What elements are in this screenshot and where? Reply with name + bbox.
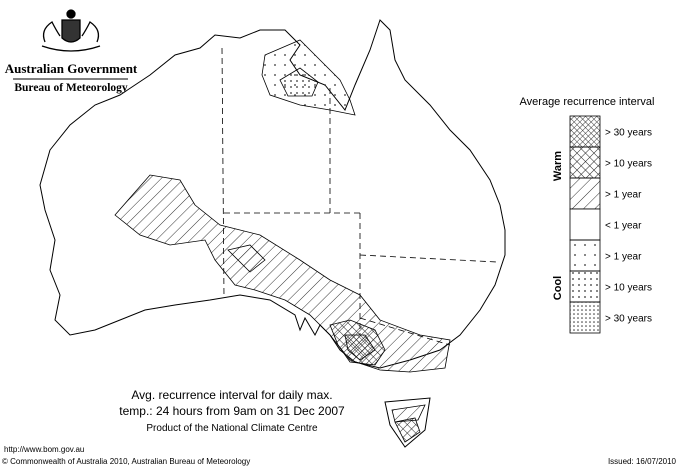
legend-title: Average recurrence interval: [520, 96, 655, 108]
caption-line: Product of the National Climate Centre: [146, 423, 318, 434]
footer-issued: Issued: 16/07/2010: [608, 457, 677, 466]
legend-label: > 1 year: [605, 190, 642, 201]
footer-url: http://www.bom.gov.au: [4, 445, 84, 454]
org-title: Australian Government: [5, 61, 138, 76]
legend-swatch: [569, 270, 601, 303]
cool-label: Cool: [552, 276, 564, 300]
legend-label: > 10 years: [605, 283, 652, 294]
warm-label: Warm: [552, 151, 564, 181]
legend-swatch: [569, 301, 601, 334]
legend-swatch: [569, 115, 601, 148]
mainland: [39, 19, 506, 369]
legend-label: > 10 years: [605, 159, 652, 170]
legend-label: > 30 years: [605, 314, 652, 325]
state-borders: [221, 47, 498, 346]
map: [39, 19, 506, 448]
warm-1yr-tas: [391, 404, 426, 423]
footer-copyright: © Commonwealth of Australia 2010, Austra…: [2, 457, 250, 466]
warm-30yr-region: [344, 334, 376, 361]
warm-1yr-region: [114, 174, 451, 373]
legend-label: > 1 year: [605, 252, 642, 263]
legend-swatch: [569, 239, 601, 272]
legend: > 30 years > 10 years > 1 year < 1 year > 1 …: [569, 115, 652, 334]
warm-1yr-local: [227, 244, 266, 273]
legend-label: > 30 years: [605, 128, 652, 139]
crest: [41, 9, 101, 52]
caption-line: temp.: 24 hours from 9am on 31 Dec 2007: [119, 404, 345, 418]
caption-line: Avg. recurrence interval for daily max.: [131, 388, 332, 402]
legend-swatch: [569, 177, 601, 210]
org-subtitle: Bureau of Meteorology: [14, 82, 128, 94]
legend-swatch: [569, 146, 601, 179]
cool-10yr-region: [279, 67, 319, 97]
legend-swatch: [569, 208, 601, 241]
legend-label: < 1 year: [605, 221, 642, 232]
